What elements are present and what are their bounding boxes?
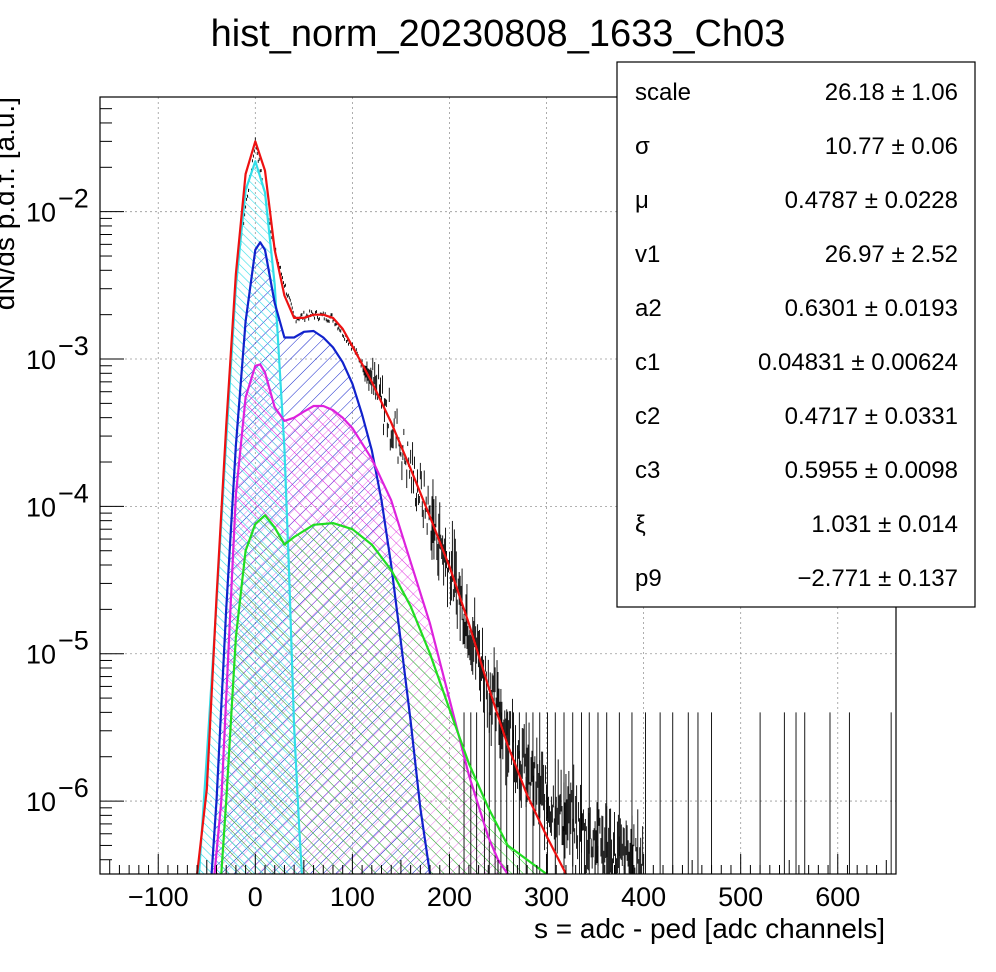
series-line [196,140,567,874]
x-tick-labels: −100 0 100 200 300 400 500 600 [128,882,860,912]
stats-box-frame [616,61,976,608]
x-tick-label: 400 [621,882,666,912]
stats-param-name: c2 [635,403,660,430]
y-tick-exponent: −6 [58,773,89,803]
y-tick-label: 10 [26,492,56,522]
y-axis-label: dN/ds p.d.f. [a.u.] [0,97,20,310]
stats-box: scale 26.18 ± 1.06 σ 10.77 ± 0.06 μ 0.4787 ± … [616,61,976,608]
stats-param-name: μ [635,187,649,214]
stats-param-name: p9 [635,565,662,592]
x-tick-label: 0 [248,882,263,912]
x-tick-label: 500 [718,882,763,912]
y-tick-exponent: −4 [58,478,89,508]
series-line [210,241,432,874]
y-tick-labels: 10−210−310−410−510−6 [26,184,89,817]
component-fill-area [221,515,547,874]
stats-param-value: −2.771 ± 0.137 [797,565,958,592]
y-tick-exponent: −5 [58,626,89,656]
series-lines [196,140,567,874]
y-tick-label: 10 [26,787,56,817]
series-line [213,363,509,874]
component-fill-area [199,161,302,874]
x-tick-label: 600 [815,882,860,912]
x-tick-label: 200 [427,882,472,912]
stats-param-name: c1 [635,349,660,376]
stats-param-value: 0.4717 ± 0.0331 [785,403,958,430]
axis-ticks [100,96,887,874]
stats-param-name: σ [635,133,650,160]
x-axis-label: s = adc - ped [adc channels] [534,913,885,944]
stats-param-value: 26.18 ± 1.06 [825,79,958,106]
y-tick-exponent: −3 [58,331,89,361]
y-tick-label: 10 [26,640,56,670]
stats-param-value: 1.031 ± 0.014 [811,511,958,538]
stats-param-name: c3 [635,457,660,484]
stats-param-value: 0.6301 ± 0.0193 [785,295,958,322]
stats-param-name: v1 [635,241,660,268]
x-tick-label: 100 [330,882,375,912]
y-tick-label: 10 [26,198,56,228]
x-tick-label: 300 [524,882,569,912]
stats-param-name: ξ [635,511,646,538]
chart-title: hist_norm_20230808_1633_Ch03 [211,13,786,55]
stats-param-value: 26.97 ± 2.52 [825,241,958,268]
x-tick-label: −100 [128,882,189,912]
stats-param-value: 0.5955 ± 0.0098 [785,457,958,484]
series-line [220,514,548,874]
stats-param-value: 0.04831 ± 0.00624 [758,349,958,376]
y-tick-exponent: −2 [58,184,89,214]
stats-param-value: 0.4787 ± 0.0228 [785,187,958,214]
stats-param-value: 10.77 ± 0.06 [825,133,958,160]
stats-param-name: a2 [635,295,662,322]
y-tick-label: 10 [26,345,56,375]
stats-param-name: scale [635,79,691,106]
component-fills [199,161,547,874]
